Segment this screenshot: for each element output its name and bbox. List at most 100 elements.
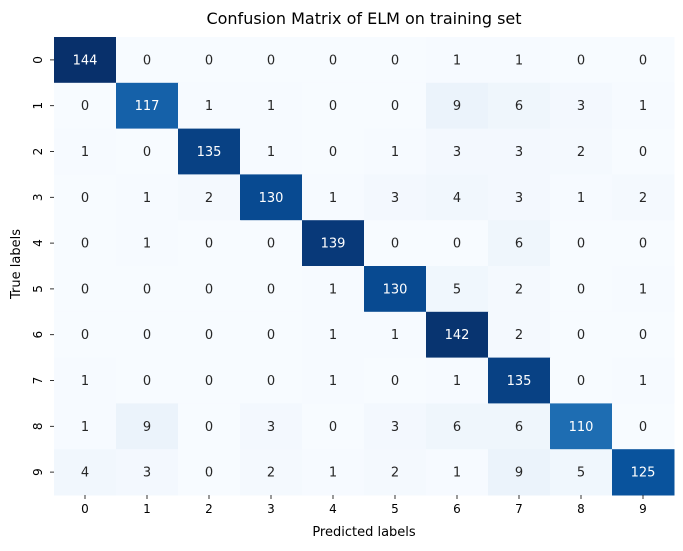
- cell-value-r2-c4: 0: [329, 145, 337, 160]
- heatmap-cell-r3-c0: [54, 174, 117, 221]
- cell-value-r1-c1: 117: [135, 99, 160, 114]
- cell-value-r2-c3: 1: [267, 145, 275, 160]
- heatmap-cell-r4-c7: [488, 220, 551, 267]
- cell-value-r9-c9: 125: [631, 466, 656, 481]
- heatmap-cell-r4-c6: [426, 220, 489, 267]
- cell-value-r4-c9: 0: [639, 237, 647, 252]
- heatmap-cell-r8-c6: [426, 403, 489, 450]
- heatmap-cell-r4-c4: [302, 220, 365, 267]
- heatmap-cell-r7-c0: [54, 357, 117, 404]
- heatmap-cell-r3-c3: [240, 174, 303, 221]
- heatmap-cell-r7-c9: [612, 357, 675, 404]
- cell-value-r7-c4: 1: [329, 374, 337, 389]
- y-tick-label: 5: [31, 285, 45, 293]
- heatmap-cell-r9-c6: [426, 449, 489, 496]
- heatmap-cell-r8-c3: [240, 403, 303, 450]
- cell-value-r3-c6: 4: [453, 191, 461, 206]
- heatmap-cell-r8-c8: [550, 403, 613, 450]
- cell-value-r6-c9: 0: [639, 328, 647, 343]
- cell-value-r8-c0: 1: [81, 420, 89, 435]
- cell-value-r7-c5: 0: [391, 374, 399, 389]
- cell-value-labels: 144 0 0 0 0 0 1 1 0 00 117 1 1 0 0 9 6 3 11 0 135 1 0 1 3 3 2 00 1 2 1…: [73, 53, 656, 480]
- heatmap-cell-r7-c4: [302, 357, 365, 404]
- heatmap-cell-r8-c0: [54, 403, 117, 450]
- cell-value-r5-c6: 5: [453, 282, 461, 297]
- heatmap-cell-r8-c1: [116, 403, 179, 450]
- heatmap-cell-r4-c3: [240, 220, 303, 267]
- heatmap-cell-r0-c6: [426, 37, 489, 84]
- cell-value-r6-c6: 142: [445, 328, 470, 343]
- heatmap-cell-r3-c9: [612, 174, 675, 221]
- cell-value-r8-c6: 6: [453, 420, 461, 435]
- cell-value-r0-c4: 0: [329, 53, 337, 68]
- cell-value-r5-c3: 0: [267, 282, 275, 297]
- cell-value-r0-c3: 0: [267, 53, 275, 68]
- cell-value-r5-c4: 1: [329, 282, 337, 297]
- x-axis-label: Predicted labels: [312, 525, 416, 540]
- cell-value-r1-c0: 0: [81, 99, 89, 114]
- heatmap-cell-r1-c1: [116, 82, 179, 130]
- x-tick-label: 8: [577, 502, 585, 516]
- heatmap-cell-r0-c2: [178, 37, 241, 84]
- heatmap-cell-r4-c8: [550, 220, 613, 267]
- x-tick-label: 1: [143, 502, 151, 516]
- heatmap-cell-r9-c1: [116, 449, 179, 496]
- heatmap-cell-r3-c2: [178, 174, 241, 221]
- cell-value-r1-c4: 0: [329, 99, 337, 114]
- cell-value-r0-c8: 0: [577, 53, 585, 68]
- heatmap-cell-r6-c4: [302, 311, 365, 359]
- heatmap-cell-r0-c5: [364, 37, 427, 84]
- heatmap-cell-r6-c1: [116, 311, 179, 359]
- heatmap-cell-r7-c1: [116, 357, 179, 404]
- heatmap-cell-r6-c7: [488, 311, 551, 359]
- heatmap-cell-r7-c6: [426, 357, 489, 404]
- cell-value-r5-c7: 2: [515, 282, 523, 297]
- heatmap-cell-r1-c4: [302, 82, 365, 130]
- y-tick-label: 7: [31, 377, 45, 385]
- heatmap-cell-r5-c6: [426, 266, 489, 313]
- heatmap-cell-r3-c5: [364, 174, 427, 221]
- cell-value-r6-c4: 1: [329, 328, 337, 343]
- y-tick-label: 3: [31, 193, 45, 201]
- heatmap-cell-r3-c7: [488, 174, 551, 221]
- heatmap-cell-r7-c5: [364, 357, 427, 404]
- heatmap-cell-r9-c9: [612, 449, 675, 496]
- cell-value-r3-c5: 3: [391, 191, 399, 206]
- heatmap-cell-r6-c3: [240, 311, 303, 359]
- heatmap-cell-r3-c4: [302, 174, 365, 221]
- heatmap-cell-r0-c0: [54, 37, 117, 84]
- heatmap-cell-r6-c6: [426, 311, 489, 359]
- cell-value-r4-c3: 0: [267, 237, 275, 252]
- heatmap-cell-r8-c7: [488, 403, 551, 450]
- heatmap-cell-r5-c0: [54, 266, 117, 313]
- cell-value-r3-c0: 0: [81, 191, 89, 206]
- cell-value-r1-c8: 3: [577, 99, 585, 114]
- cell-value-r9-c5: 2: [391, 466, 399, 481]
- heatmap-cell-r2-c3: [240, 128, 303, 175]
- cell-value-r0-c1: 0: [143, 53, 151, 68]
- heatmap-cell-r7-c2: [178, 357, 241, 404]
- y-axis-label: True labels: [9, 229, 24, 300]
- cell-value-r9-c4: 1: [329, 466, 337, 481]
- cell-value-r1-c2: 1: [205, 99, 213, 114]
- heatmap-cell-r0-c4: [302, 37, 365, 84]
- cell-value-r4-c7: 6: [515, 237, 523, 252]
- cell-value-r9-c0: 4: [81, 466, 89, 481]
- y-tick-label: 2: [31, 148, 45, 156]
- heatmap-cell-r1-c5: [364, 82, 427, 130]
- cell-value-r4-c5: 0: [391, 237, 399, 252]
- heatmap-cells: [54, 37, 675, 496]
- heatmap-cell-r4-c1: [116, 220, 179, 267]
- heatmap-cell-r2-c0: [54, 128, 117, 175]
- cell-value-r9-c6: 1: [453, 466, 461, 481]
- heatmap-cell-r1-c6: [426, 82, 489, 130]
- heatmap-cell-r3-c1: [116, 174, 179, 221]
- cell-value-r0-c5: 0: [391, 53, 399, 68]
- x-tick-label: 3: [267, 502, 275, 516]
- cell-value-r6-c3: 0: [267, 328, 275, 343]
- cell-value-r2-c8: 2: [577, 145, 585, 160]
- cell-value-r6-c8: 0: [577, 328, 585, 343]
- cell-value-r6-c2: 0: [205, 328, 213, 343]
- y-tick-label: 1: [31, 102, 45, 110]
